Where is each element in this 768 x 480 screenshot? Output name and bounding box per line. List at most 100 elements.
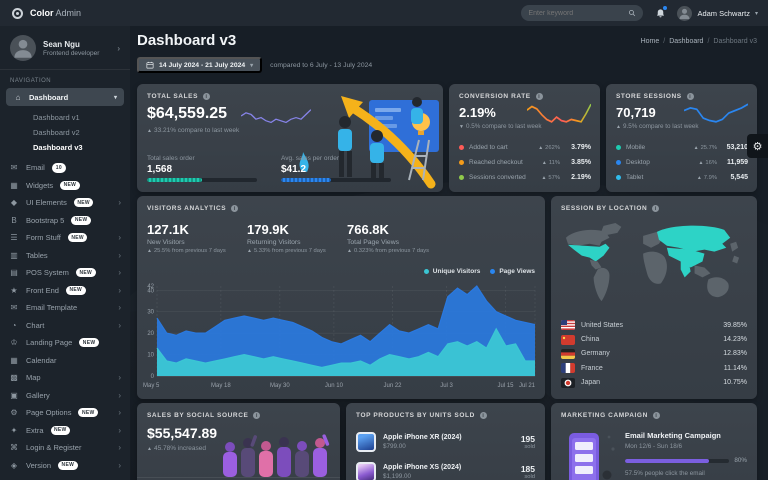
info-icon[interactable]: i bbox=[253, 412, 261, 419]
user-name: Adam Schwartz bbox=[697, 8, 750, 18]
info-icon[interactable]: i bbox=[203, 93, 211, 100]
notifications-button[interactable] bbox=[653, 5, 669, 20]
country-row[interactable]: Japan 10.75% bbox=[561, 376, 747, 390]
world-map[interactable] bbox=[559, 220, 749, 314]
avatar bbox=[677, 5, 693, 21]
status-dot bbox=[459, 160, 464, 165]
sidebar: Sean Ngu Frontend developer › Navigation… bbox=[0, 26, 130, 480]
sidebar-item[interactable]: B Bootstrap 5 NEW bbox=[0, 212, 130, 230]
widgets-icon: ▦ bbox=[10, 180, 18, 190]
info-icon[interactable]: i bbox=[479, 412, 487, 419]
svg-text:May 30: May 30 bbox=[270, 383, 290, 389]
sidebar-item[interactable]: ◆ UI Elements NEW › bbox=[10, 198, 121, 208]
sidebar-item[interactable]: ▦ Widgets NEW bbox=[0, 177, 130, 195]
brand-logo-icon bbox=[12, 7, 23, 19]
svg-text:20: 20 bbox=[147, 331, 154, 337]
chevron-right-icon: › bbox=[118, 250, 121, 260]
country-row[interactable]: Germany 12.83% bbox=[561, 347, 747, 361]
product-thumbnail bbox=[356, 462, 376, 480]
search-box[interactable] bbox=[521, 5, 644, 21]
profile-name: Sean Ngu bbox=[43, 39, 80, 49]
card-title: TOTAL SALES bbox=[147, 93, 199, 100]
sidebar-item-label: Dashboard bbox=[29, 92, 69, 102]
date-range-picker[interactable]: 14 July 2024 - 21 July 2024 ▾ bbox=[137, 57, 263, 73]
table-icon: ▥ bbox=[10, 250, 18, 260]
arrow-up-icon: ▲ bbox=[147, 128, 152, 134]
info-icon[interactable]: i bbox=[652, 205, 660, 212]
sidebar-item-dashboard-v1[interactable]: Dashboard v1 bbox=[33, 113, 80, 122]
breadcrumb-dashboard[interactable]: Dashboard bbox=[669, 38, 704, 45]
chevron-right-icon: › bbox=[118, 285, 121, 295]
campaign-note: 57.5% people click the email bbox=[625, 470, 705, 477]
sidebar-item[interactable]: ▥ Tables › bbox=[10, 250, 121, 260]
session-by-location-card: SESSION BY LOCATION i United States 39.85… bbox=[551, 196, 757, 399]
sidebar-item[interactable]: ⌘ Login & Register › bbox=[10, 443, 121, 453]
sidebar-item-dashboard[interactable]: ⌂ Dashboard ▾ bbox=[6, 88, 124, 106]
search-input[interactable] bbox=[528, 9, 629, 17]
country-row[interactable]: France 11.14% bbox=[561, 361, 747, 375]
legend-dot bbox=[490, 269, 496, 274]
sidebar-item[interactable]: ▤ POS System NEW › bbox=[10, 268, 121, 278]
conversion-row: Reached checkout ▲ 11% 3.85% bbox=[459, 155, 591, 170]
sidebar-item[interactable]: ▩ Map › bbox=[10, 373, 121, 383]
sidebar-item[interactable]: ◈ Version NEW › bbox=[10, 460, 121, 470]
product-row[interactable]: Apple iPhone XS (2024) $1,199.00 185 sol… bbox=[356, 457, 535, 480]
crown-icon: ♔ bbox=[10, 338, 18, 348]
user-menu[interactable]: Adam Schwartz ▾ bbox=[677, 5, 758, 21]
sidebar-item[interactable]: ✉ Email 10 bbox=[0, 159, 130, 177]
social-amount: $55,547.89 bbox=[147, 425, 218, 441]
card-title: VISITORS ANALYTICS bbox=[147, 205, 227, 212]
chevron-right-icon: › bbox=[118, 198, 121, 208]
svg-text:40: 40 bbox=[147, 288, 154, 294]
sidebar-item[interactable]: ★ Front End NEW › bbox=[10, 285, 121, 295]
arrow-up-icon: ▲ bbox=[616, 124, 621, 130]
brand-light: Admin bbox=[55, 8, 82, 18]
brand-bold: Color bbox=[30, 8, 54, 18]
info-icon[interactable]: i bbox=[686, 93, 694, 100]
calendar-icon bbox=[146, 61, 154, 69]
dashboard-submenu: Dashboard v1 Dashboard v2 Dashboard v3 bbox=[0, 106, 130, 157]
sidebar-item[interactable]: ✉ Email Template › bbox=[10, 303, 121, 313]
social-source-row[interactable]: Apple Store $34,840.17 bbox=[137, 477, 340, 480]
sidebar-profile[interactable]: Sean Ngu Frontend developer › bbox=[0, 26, 130, 70]
chevron-right-icon: › bbox=[118, 373, 121, 383]
sidebar-item[interactable]: ▦ Calendar bbox=[10, 355, 57, 365]
product-row[interactable]: Apple iPhone XR (2024) $799.00 195 sold bbox=[356, 427, 535, 457]
top-bar: Color Admin Adam Schwartz ▾ bbox=[0, 0, 768, 26]
info-icon[interactable]: i bbox=[652, 412, 660, 419]
progress-bar bbox=[281, 178, 391, 182]
info-icon[interactable]: i bbox=[231, 205, 239, 212]
chevron-down-icon: ▾ bbox=[754, 10, 758, 17]
sidebar-item[interactable]: ⚙ Page Options NEW › bbox=[10, 408, 121, 418]
sidebar-item-dashboard-v2[interactable]: Dashboard v2 bbox=[33, 128, 80, 137]
japan-flag-icon bbox=[561, 377, 575, 388]
sidebar-item[interactable]: ☰ Form Stuff NEW › bbox=[10, 233, 121, 243]
sidebar-item[interactable]: ▣ Gallery › bbox=[10, 390, 121, 400]
country-row[interactable]: United States 39.85% bbox=[561, 318, 747, 332]
sidebar-item[interactable]: ♔ Landing Page NEW bbox=[0, 334, 130, 352]
chevron-right-icon: › bbox=[118, 425, 121, 435]
conversion-row: Added to cart ▲ 262% 3.79% bbox=[459, 140, 591, 155]
sidebar-nav-list: ✉ Email 10 ▦ Widgets NEW ◆ UI Elements N… bbox=[0, 157, 130, 474]
svg-text:42: 42 bbox=[147, 284, 154, 290]
sidebar-item[interactable]: ◔ Chart › bbox=[0, 317, 130, 335]
country-row[interactable]: China 14.23% bbox=[561, 332, 747, 346]
sidebar-item[interactable]: ✦ Extra NEW › bbox=[10, 425, 121, 435]
brand[interactable]: Color Admin bbox=[30, 8, 81, 18]
chevron-right-icon: › bbox=[118, 320, 121, 330]
sidebar-item-dashboard-v3[interactable]: Dashboard v3 bbox=[33, 143, 83, 152]
status-dot bbox=[616, 175, 621, 180]
svg-text:Jun 22: Jun 22 bbox=[383, 383, 402, 389]
chevron-right-icon: › bbox=[118, 460, 121, 470]
total-sales-amount: $64,559.25 bbox=[147, 105, 228, 122]
new-visitors-stat: 127.1K New Visitors ▲ 25.5% from previous… bbox=[147, 222, 226, 254]
theme-settings-button[interactable]: ⚙ bbox=[747, 134, 768, 158]
svg-text:10: 10 bbox=[147, 353, 154, 359]
status-dot bbox=[459, 175, 464, 180]
chevron-right-icon: › bbox=[117, 43, 120, 53]
info-icon[interactable]: i bbox=[535, 93, 543, 100]
social-source-card: SALES BY SOCIAL SOURCE i $55,547.89 ▲ 45.7… bbox=[137, 403, 340, 480]
breadcrumb-home[interactable]: Home bbox=[640, 38, 660, 45]
session-row: Mobile ▲ 25.7% 53,210 bbox=[616, 140, 748, 155]
